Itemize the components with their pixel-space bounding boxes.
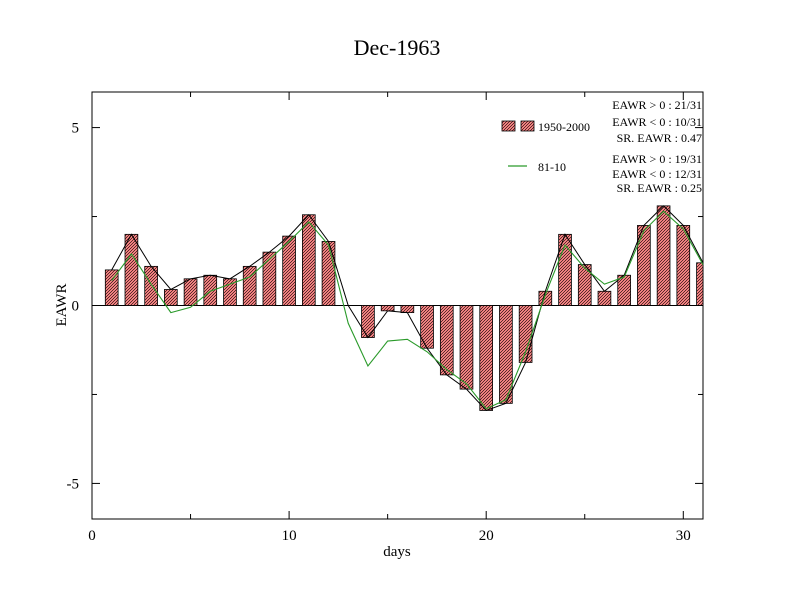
- bar: [656, 205, 671, 306]
- stat-line: SR. EAWR : 0.25: [617, 181, 702, 195]
- legend-label-81-10: 81-10: [538, 160, 566, 174]
- stat-line: SR. EAWR : 0.47: [617, 131, 702, 145]
- bar: [479, 305, 493, 411]
- bar: [124, 233, 139, 306]
- y-tick-label: 0: [72, 299, 80, 315]
- stat-line: EAWR > 0 : 19/31: [612, 152, 702, 166]
- stat-line: EAWR < 0 : 12/31: [612, 167, 702, 181]
- bar: [164, 289, 178, 306]
- legend-swatch-1950-2000-b: [520, 120, 535, 132]
- bar: [282, 235, 296, 306]
- y-tick-label: -5: [67, 476, 80, 492]
- bar: [439, 305, 454, 376]
- bar: [518, 305, 533, 363]
- bar: [459, 305, 474, 390]
- stat-line: EAWR > 0 : 21/31: [612, 98, 702, 112]
- x-tick-label: 10: [282, 528, 297, 544]
- x-tick-label: 0: [88, 528, 96, 544]
- legend-swatch-1950-2000: [501, 120, 516, 132]
- bar: [302, 214, 316, 306]
- bar: [242, 265, 257, 306]
- y-tick-label: 5: [72, 121, 80, 137]
- bar: [321, 241, 336, 306]
- chart-title: Dec-1963: [354, 35, 441, 60]
- bar: [203, 274, 218, 306]
- bar: [400, 305, 415, 314]
- stats-block: EAWR > 0 : 21/31 EAWR < 0 : 10/31 SR. EA…: [612, 98, 702, 195]
- x-tick-label: 30: [676, 528, 691, 544]
- bar: [380, 305, 395, 312]
- bar: [183, 278, 198, 306]
- y-axis-label: EAWR: [54, 284, 70, 327]
- bar: [617, 274, 631, 306]
- legend-label-1950-2000: 1950-2000: [538, 120, 590, 134]
- x-tick-label: 20: [479, 528, 494, 544]
- bar: [262, 251, 277, 306]
- bar: [420, 305, 434, 349]
- series-line-1950-2000: [111, 205, 704, 412]
- legend: 1950-2000 81-10: [501, 120, 590, 174]
- series-line-81-10: [111, 210, 704, 410]
- bar: [597, 290, 612, 306]
- bar: [361, 305, 375, 338]
- x-axis-label: days: [383, 544, 411, 560]
- stat-line: EAWR < 0 : 10/31: [612, 115, 702, 129]
- bar: [696, 262, 704, 306]
